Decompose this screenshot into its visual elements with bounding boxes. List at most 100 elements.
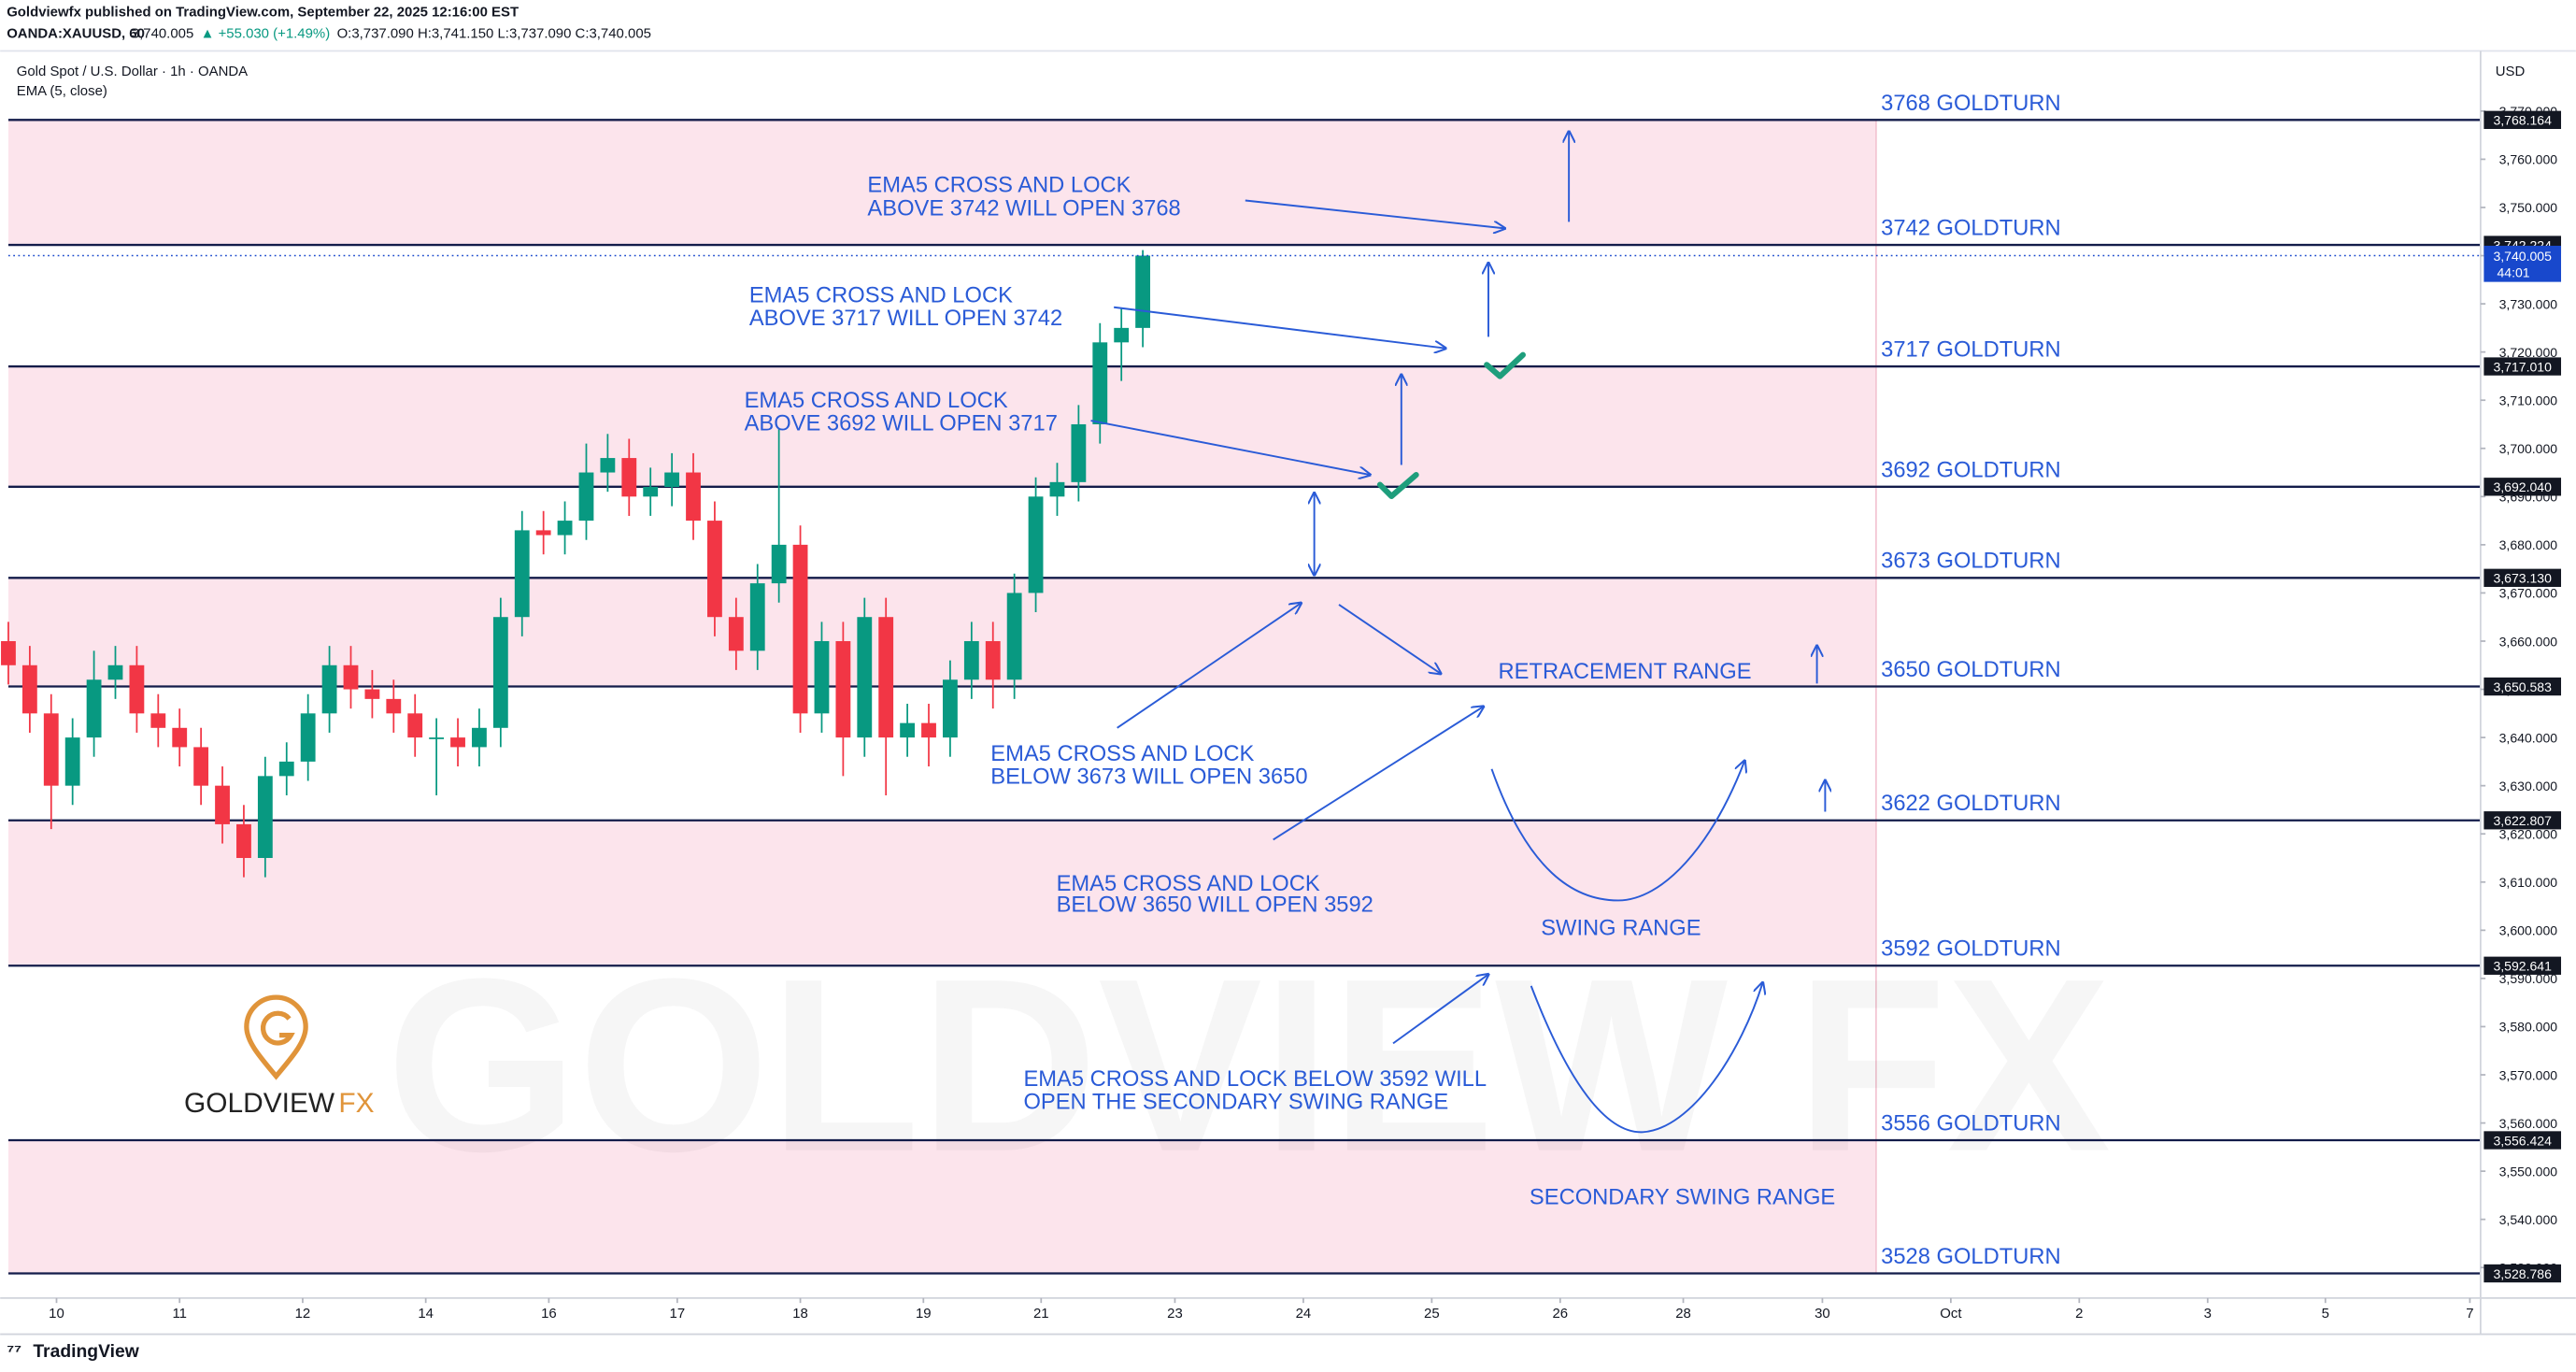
annotation: OPEN THE SECONDARY SWING RANGE: [1023, 1091, 1448, 1115]
y-tick-label: 3,710.000: [2499, 393, 2558, 407]
x-tick-label: 3: [2204, 1306, 2212, 1322]
annotation: ABOVE 3692 WILL OPEN 3717: [745, 412, 1058, 436]
price-badge-label: 3,592.641: [2493, 959, 2552, 974]
x-tick-label: 2: [2075, 1306, 2083, 1322]
annotation: EMA5 CROSS AND LOCK: [990, 742, 1254, 766]
price-badge-label: 3,768.164: [2493, 113, 2552, 128]
candle-body: [257, 776, 273, 859]
x-tick-label: 26: [1552, 1306, 1568, 1322]
level-label: 3673 GOLDTURN: [1881, 550, 2060, 574]
x-tick-label: 18: [792, 1306, 808, 1322]
candle-body: [664, 472, 680, 488]
y-tick-label: 3,620.000: [2499, 826, 2558, 841]
candle-body: [1092, 342, 1108, 424]
checkmarks: [1376, 351, 1526, 500]
x-tick-label: 28: [1675, 1306, 1691, 1322]
candle-body: [278, 761, 294, 777]
zone: [7, 366, 1876, 487]
candle-body: [557, 521, 573, 536]
candle-body: [193, 747, 209, 786]
candle-body: [86, 679, 102, 738]
candle-body: [215, 785, 230, 824]
level-label: 3556 GOLDTURN: [1881, 1111, 2060, 1136]
x-tick-label: 7: [2466, 1306, 2473, 1322]
candle-body: [535, 530, 551, 536]
candle-body: [236, 823, 251, 859]
price-badge-label: 3,622.807: [2493, 813, 2552, 828]
x-tick-label: 12: [295, 1306, 311, 1322]
publisher: Goldviewfx published on TradingView.com,…: [7, 5, 519, 21]
x-tick-label: Oct: [1940, 1306, 1962, 1322]
candle-body: [407, 713, 423, 738]
annotation: EMA5 CROSS AND LOCK: [867, 174, 1131, 198]
candle-body: [1071, 423, 1087, 482]
x-tick-label: 19: [916, 1306, 932, 1322]
logo-accent: FX: [338, 1088, 374, 1119]
candle-body: [1135, 255, 1151, 328]
y-tick-label: 3,540.000: [2499, 1212, 2558, 1227]
candle-body: [321, 665, 337, 714]
price-badge: [2483, 478, 2562, 496]
x-tick-label: 5: [2322, 1306, 2329, 1322]
annotation: EMA5 CROSS AND LOCK: [1057, 872, 1320, 896]
price-badge-label: 3,692.040: [2493, 479, 2552, 494]
y-tick-label: 3,660.000: [2499, 634, 2558, 649]
indicator: EMA (5, close): [17, 83, 107, 99]
countdown: 44:01: [2497, 264, 2529, 279]
level-label: 3692 GOLDTURN: [1881, 458, 2060, 482]
level-label: 3742 GOLDTURN: [1881, 217, 2060, 241]
y-tick-label: 3,590.000: [2499, 971, 2558, 986]
candle-body: [1114, 327, 1130, 343]
price-badge: [2483, 677, 2562, 696]
candle-body: [21, 665, 37, 714]
candle-body: [429, 737, 445, 739]
currency: USD: [2496, 64, 2526, 79]
y-tick-label: 3,550.000: [2499, 1164, 2558, 1179]
candle-body: [686, 472, 701, 522]
x-tick-label: 30: [1815, 1306, 1830, 1322]
candle-body: [578, 472, 594, 522]
price-badge-label: 3,556.424: [2493, 1133, 2552, 1148]
price-badge-label: 3,650.583: [2493, 679, 2552, 694]
price-badge: [2483, 357, 2562, 376]
y-tick-label: 3,720.000: [2499, 345, 2558, 360]
candle-body: [878, 617, 894, 738]
candle-body: [963, 640, 979, 680]
annotation: ABOVE 3742 WILL OPEN 3768: [867, 196, 1180, 221]
x-tick-label: 17: [670, 1306, 686, 1322]
footer: TradingView: [33, 1342, 139, 1362]
annotation: BELOW 3650 WILL OPEN 3592: [1057, 893, 1373, 918]
candle-body: [943, 679, 958, 738]
candle-body: [728, 617, 744, 651]
candle-body: [771, 544, 787, 584]
y-tick-label: 3,580.000: [2499, 1020, 2558, 1035]
candle-body: [1006, 593, 1022, 680]
price-badge: [2483, 110, 2562, 129]
y-tick-label: 3,760.000: [2499, 152, 2558, 167]
y-tick-label: 3,630.000: [2499, 779, 2558, 793]
candle-body: [835, 640, 851, 738]
candle-body: [1049, 481, 1065, 497]
level-label: 3592 GOLDTURN: [1881, 937, 2060, 962]
candle-body: [600, 458, 616, 473]
price-badge: [2483, 1131, 2562, 1150]
ohlc: O:3,737.090 H:3,741.150 L:3,737.090 C:3,…: [337, 25, 651, 41]
chart-title: Gold Spot / U.S. Dollar · 1h · OANDA: [17, 64, 248, 79]
x-tick-label: 14: [418, 1306, 434, 1322]
x-tick-label: 25: [1424, 1306, 1440, 1322]
y-tick-label: 3,750.000: [2499, 200, 2558, 215]
y-tick-label: 3,680.000: [2499, 537, 2558, 552]
candle-body: [472, 727, 487, 748]
y-tick-label: 3,560.000: [2499, 1116, 2558, 1131]
price-badge: [2483, 568, 2562, 587]
y-tick-label: 3,730.000: [2499, 296, 2558, 311]
price-badge-label: 3,673.130: [2493, 571, 2552, 586]
y-tick-label: 3,670.000: [2499, 586, 2558, 601]
candle-body: [43, 713, 59, 786]
price-badge: [2483, 956, 2562, 975]
candle-body: [343, 665, 359, 690]
price: 3,740.005: [132, 25, 193, 41]
candle-body: [386, 698, 402, 714]
annotation: EMA5 CROSS AND LOCK BELOW 3592 WILL: [1023, 1067, 1487, 1092]
